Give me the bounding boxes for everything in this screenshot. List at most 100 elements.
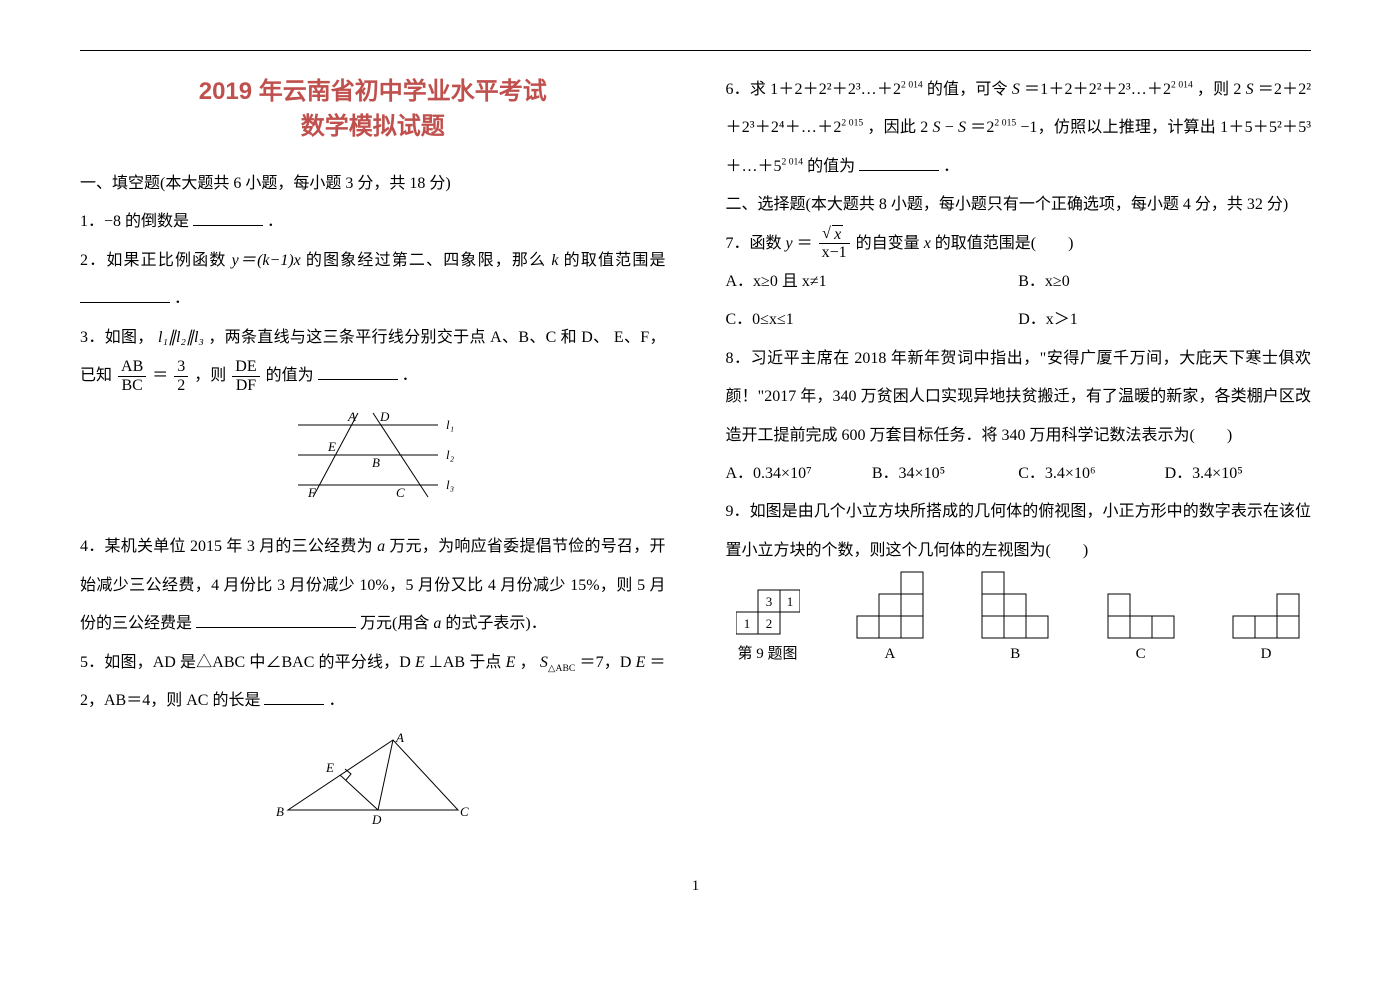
page-number: 1 — [80, 878, 1311, 895]
q4-var2: a — [433, 615, 441, 632]
q9-figures-row: 3 1 1 2 第 9 题图 — [726, 570, 1312, 663]
q3-frac3-num: DE — [232, 358, 259, 377]
question-9: 9．如图是由几个小立方块所搭成的几何体的俯视图，小正方形中的数字表示在该位置小立… — [726, 493, 1312, 570]
q1-blank — [193, 225, 263, 226]
q2-var: k — [551, 252, 558, 269]
q3-eq: ＝ — [152, 367, 168, 384]
q5-text-b: ⊥AB 于点 — [429, 654, 506, 671]
q7-frac-den: x−1 — [819, 244, 850, 262]
q5-figure: A B C D E — [80, 730, 666, 830]
q7-x: x — [924, 235, 931, 252]
q6-blank — [859, 170, 939, 171]
q5-label-B: B — [276, 804, 284, 819]
q3-label-C: C — [396, 485, 405, 500]
q7-opt-b: B．x≥0 — [1018, 263, 1311, 301]
exam-title-main: 2019 年云南省初中学业水平考试 — [80, 71, 666, 106]
q3-frac2-den: 2 — [174, 377, 188, 395]
q3-label-F: F — [307, 485, 317, 500]
q8-opt-b: B．34×10⁵ — [872, 455, 1018, 493]
section-1-head: 一、填空题(本大题共 6 小题，每小题 3 分，共 18 分) — [80, 165, 666, 203]
q5-text-a: 5．如图，AD 是△ABC 中∠BAC 的平分线，D — [80, 654, 411, 671]
q5-label-E: E — [325, 760, 334, 775]
q6-text-k: ． — [943, 158, 959, 175]
q5-label-A: A — [395, 730, 404, 745]
q4-text-c: 万元(用含 — [360, 615, 433, 632]
q6-text-b: 的值，可令 — [927, 81, 1012, 98]
q9-opt-a-svg — [855, 570, 925, 640]
q3-text-e: 的值为 — [266, 367, 314, 384]
q4-var: a — [377, 538, 385, 555]
q7-frac-num: √ x — [819, 226, 850, 245]
question-3: 3．如图， l₁∥l₂∥l₃ ，两条直线与这三条平行线分别交于点 A、B、C 和… — [80, 319, 666, 396]
q7-options: A．x≥0 且 x≠1 B．x≥0 C．0≤x≤1 D．x＞1 — [726, 263, 1312, 340]
q5-text-f: ． — [328, 692, 344, 709]
q3-frac2-num: 3 — [174, 358, 188, 377]
svg-text:2: 2 — [765, 616, 772, 631]
top-rule — [80, 50, 1311, 51]
right-column: 6．求 1＋2＋2²＋2³…＋22 014 的值，可令 S ＝1＋2＋2²＋2³… — [726, 71, 1312, 848]
q6-s4: S — [958, 119, 966, 136]
question-1: 1．−8 的倒数是 ． — [80, 203, 666, 241]
svg-text:3: 3 — [765, 594, 772, 609]
page-columns: 2019 年云南省初中学业水平考试 数学模拟试题 一、填空题(本大题共 6 小题… — [80, 71, 1311, 848]
q8-options: A．0.34×10⁷ B．34×10⁵ C．3.4×10⁶ D．3.4×10⁵ — [726, 455, 1312, 493]
q1-text-a: 1．−8 的倒数是 — [80, 213, 189, 230]
q7-eq: ＝ — [797, 235, 813, 252]
q6-text-j: 的值为 — [807, 158, 855, 175]
q3-frac3: DE DF — [232, 358, 259, 394]
q6-s: S — [1012, 81, 1020, 98]
svg-text:1: 1 — [786, 594, 793, 609]
q9-given-svg: 3 1 1 2 — [736, 588, 800, 636]
q9-opt-c-svg — [1106, 570, 1176, 640]
q3-label-A: A — [347, 409, 356, 424]
q3-line3: l₃ — [446, 477, 454, 492]
q6-text-a: 6．求 1＋2＋2²＋2³…＋2 — [726, 81, 901, 98]
q3-frac3-den: DF — [232, 377, 259, 395]
q3-figure: A D E B F C l₁ l₂ l₃ — [80, 405, 666, 510]
q6-sup4: 2 015 — [994, 118, 1016, 129]
q2-blank — [80, 302, 170, 303]
q5-e3: E — [636, 654, 646, 671]
left-column: 2019 年云南省初中学业水平考试 数学模拟试题 一、填空题(本大题共 6 小题… — [80, 71, 666, 848]
q3-label-E: E — [327, 439, 336, 454]
q9-opt-d-svg — [1231, 570, 1301, 640]
q7-text-a: 7．函数 — [726, 235, 786, 252]
q3-label-D: D — [379, 409, 390, 424]
q9-opt-c: C — [1106, 570, 1176, 663]
q5-text-d: ＝7，D — [579, 654, 631, 671]
q7-opt-c: C．0≤x≤1 — [726, 301, 1019, 339]
q6-sup3: 2 015 — [841, 118, 863, 129]
q7-y: y — [786, 235, 793, 252]
q4-text-a: 4．某机关单位 2015 年 3 月的三公经费为 — [80, 538, 377, 555]
q3-blank — [318, 379, 398, 380]
section-2-head: 二、选择题(本大题共 8 小题，每小题只有一个正确选项，每小题 4 分，共 32… — [726, 186, 1312, 224]
q9-opt-b: B — [980, 570, 1050, 663]
q9-figure-label: 第 9 题图 — [737, 642, 797, 663]
q9-opt-b-label: B — [1010, 646, 1020, 663]
q6-text-f: ，因此 2 — [867, 119, 928, 136]
q9-given-figure: 3 1 1 2 第 9 题图 — [736, 588, 800, 663]
q4-blank — [196, 627, 356, 628]
q9-opt-a-label: A — [884, 646, 895, 663]
question-5: 5．如图，AD 是△ABC 中∠BAC 的平分线，D E ⊥AB 于点 E ， … — [80, 644, 666, 721]
q6-text-g: − — [945, 119, 954, 136]
q5-s: S — [540, 654, 548, 671]
q3-text-f: ． — [402, 367, 418, 384]
q5-label-C: C — [460, 804, 469, 819]
q7-text-b: 的自变量 — [856, 235, 924, 252]
q6-sup2: 2 014 — [1171, 80, 1193, 91]
question-6: 6．求 1＋2＋2²＋2³…＋22 014 的值，可令 S ＝1＋2＋2²＋2³… — [726, 71, 1312, 186]
q3-frac2: 3 2 — [174, 358, 188, 394]
q9-opt-d-label: D — [1261, 646, 1272, 663]
q6-sup5: 2 014 — [782, 156, 804, 167]
q5-text-c: ， — [520, 654, 536, 671]
q3-figure-svg: A D E B F C l₁ l₂ l₃ — [278, 405, 468, 505]
q3-text-a: 3．如图， — [80, 329, 154, 346]
q3-label-B: B — [372, 455, 380, 470]
q2-text-d: ． — [174, 290, 190, 307]
q5-e2: E — [506, 654, 516, 671]
q1-text-b: ． — [267, 213, 283, 230]
q6-text-h: ＝2 — [970, 119, 994, 136]
q7-text-c: 的取值范围是( ) — [935, 235, 1074, 252]
q7-sqrt-x: x — [834, 226, 841, 243]
